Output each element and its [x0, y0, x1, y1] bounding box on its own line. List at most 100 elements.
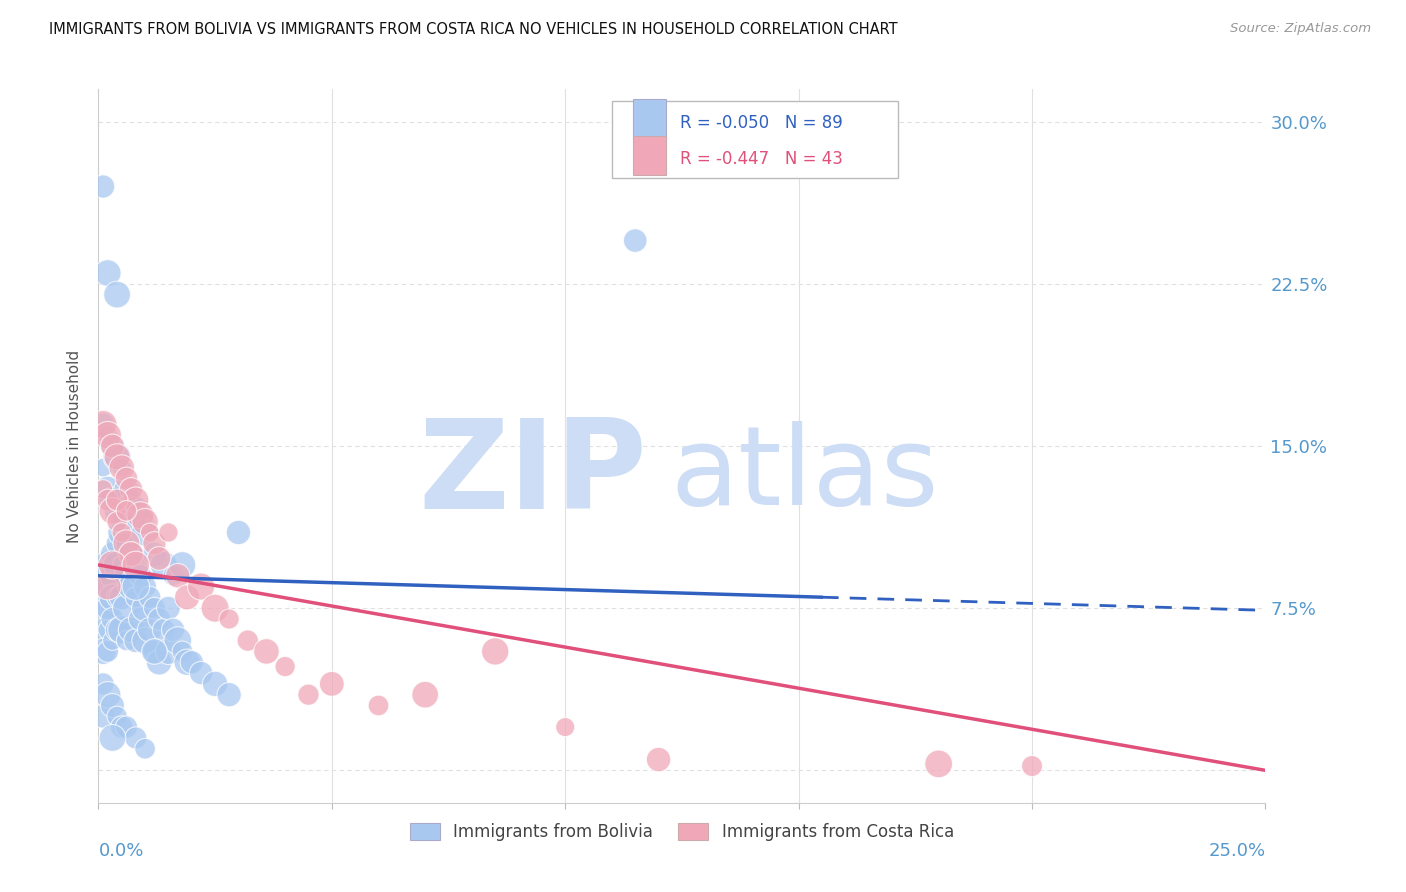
Point	[111, 591, 134, 605]
Point	[172, 644, 194, 658]
Point	[101, 439, 124, 453]
Point	[105, 287, 128, 301]
Point	[91, 460, 114, 475]
Point	[97, 580, 120, 594]
Point	[115, 504, 138, 518]
Point	[143, 536, 166, 550]
Point	[125, 493, 148, 508]
Point	[97, 644, 120, 658]
Point	[166, 633, 188, 648]
Text: ZIP: ZIP	[418, 414, 647, 535]
Point	[101, 439, 124, 453]
Point	[162, 623, 184, 637]
Point	[105, 493, 128, 508]
Text: 0.0%: 0.0%	[98, 842, 143, 860]
Point	[91, 482, 114, 496]
Point	[97, 482, 120, 496]
Text: R = -0.447   N = 43: R = -0.447 N = 43	[679, 150, 842, 168]
Point	[101, 698, 124, 713]
Point	[624, 234, 647, 248]
Point	[143, 601, 166, 615]
Point	[204, 601, 226, 615]
Point	[162, 568, 184, 582]
Point	[111, 558, 134, 572]
Point	[97, 623, 120, 637]
Point	[647, 753, 669, 767]
Point	[125, 504, 148, 518]
Point	[111, 720, 134, 734]
Point	[101, 568, 124, 582]
Text: atlas: atlas	[671, 421, 939, 528]
Point	[554, 720, 576, 734]
Point	[111, 515, 134, 529]
Point	[180, 655, 202, 669]
Point	[152, 558, 174, 572]
Point	[115, 601, 138, 615]
Point	[157, 644, 180, 658]
Point	[125, 558, 148, 572]
Point	[101, 633, 124, 648]
Point	[97, 428, 120, 442]
Point	[129, 612, 152, 626]
Point	[125, 633, 148, 648]
FancyBboxPatch shape	[633, 136, 665, 175]
Point	[91, 580, 114, 594]
Text: Source: ZipAtlas.com: Source: ZipAtlas.com	[1230, 22, 1371, 36]
Point	[105, 623, 128, 637]
Point	[172, 558, 194, 572]
Point	[91, 179, 114, 194]
Point	[101, 731, 124, 745]
Point	[91, 417, 114, 432]
Point	[148, 612, 170, 626]
Point	[413, 688, 436, 702]
Point	[190, 666, 212, 681]
Point	[97, 558, 120, 572]
Point	[1021, 759, 1043, 773]
Point	[105, 450, 128, 464]
Point	[129, 508, 152, 523]
Point	[115, 536, 138, 550]
Point	[125, 558, 148, 572]
Point	[134, 580, 156, 594]
Point	[484, 644, 506, 658]
Text: 25.0%: 25.0%	[1208, 842, 1265, 860]
Point	[152, 623, 174, 637]
FancyBboxPatch shape	[612, 102, 898, 178]
Point	[115, 482, 138, 496]
Point	[125, 731, 148, 745]
FancyBboxPatch shape	[633, 99, 665, 138]
Point	[97, 601, 120, 615]
Point	[101, 612, 124, 626]
Point	[148, 655, 170, 669]
Point	[105, 504, 128, 518]
Point	[134, 601, 156, 615]
Point	[111, 460, 134, 475]
Point	[143, 644, 166, 658]
Point	[111, 525, 134, 540]
Point	[228, 525, 250, 540]
Point	[928, 756, 950, 771]
Point	[115, 633, 138, 648]
Point	[120, 547, 142, 561]
Legend: Immigrants from Bolivia, Immigrants from Costa Rica: Immigrants from Bolivia, Immigrants from…	[404, 816, 960, 848]
Point	[236, 633, 259, 648]
Point	[105, 450, 128, 464]
Point	[97, 580, 120, 594]
Point	[120, 482, 142, 496]
Point	[129, 515, 152, 529]
Point	[105, 536, 128, 550]
Point	[139, 591, 162, 605]
Point	[148, 551, 170, 566]
Point	[120, 547, 142, 561]
Point	[134, 741, 156, 756]
Point	[97, 266, 120, 280]
Point	[321, 677, 343, 691]
Point	[134, 633, 156, 648]
Point	[367, 698, 389, 713]
Y-axis label: No Vehicles in Household: No Vehicles in Household	[67, 350, 83, 542]
Point	[120, 547, 142, 561]
Point	[139, 525, 162, 540]
Point	[218, 612, 240, 626]
Point	[97, 493, 120, 508]
Point	[143, 547, 166, 561]
